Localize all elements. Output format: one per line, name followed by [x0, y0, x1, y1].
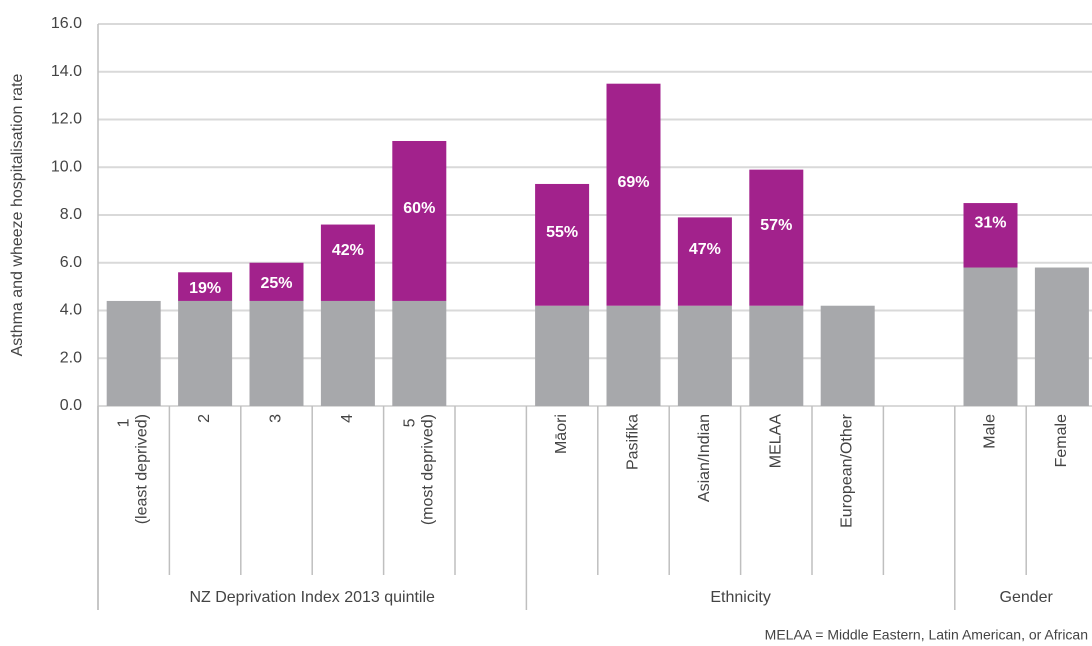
x-tick-line: 1	[116, 414, 133, 427]
bar-segment	[178, 300, 233, 406]
group-label: NZ Deprivation Index 2013 quintile	[189, 589, 435, 606]
y-tick-label: 0.0	[60, 397, 82, 414]
bar-segment	[606, 305, 661, 406]
x-tick-label: 5 (most deprived)	[402, 414, 437, 525]
bar-segment	[1034, 267, 1089, 406]
percent-label: 42%	[332, 242, 364, 259]
bar-segment	[535, 305, 590, 406]
percent-label: 57%	[760, 217, 792, 234]
bar-segment	[749, 305, 804, 406]
x-tick-label: 2	[196, 414, 213, 423]
percent-label: 55%	[546, 224, 578, 241]
x-tick-line: Male	[982, 414, 999, 449]
bar-segment	[677, 217, 732, 306]
group-label: Gender	[1000, 589, 1054, 606]
x-tick-label: Pasifika	[625, 414, 642, 470]
x-tick-line: 3	[268, 414, 285, 423]
bar-segment	[749, 169, 804, 306]
bar-segment	[249, 300, 304, 406]
y-tick-label: 10.0	[51, 158, 82, 175]
bar-segment	[677, 305, 732, 406]
bar-segment	[178, 272, 233, 301]
x-tick-line: 2	[196, 414, 213, 423]
x-tick-label: 1 (least deprived)	[116, 414, 151, 524]
x-tick-line: Female	[1053, 414, 1070, 467]
x-tick-line: Asian/Indian	[696, 414, 713, 502]
y-axis-label: Asthma and wheeze hospitalisation rate	[9, 73, 26, 356]
footnote: MELAA = Middle Eastern, Latin American, …	[765, 627, 1088, 643]
y-tick-label: 2.0	[60, 349, 82, 366]
bar-segment	[320, 224, 375, 301]
bar-segment	[106, 300, 161, 406]
y-tick-label: 16.0	[51, 15, 82, 32]
x-tick-label: 4	[339, 414, 356, 423]
x-tick-line: (most deprived)	[420, 414, 437, 525]
x-tick-line: 4	[339, 414, 356, 423]
x-tick-line: European/Other	[839, 413, 856, 528]
y-tick-label: 14.0	[51, 63, 82, 80]
x-tick-line: Pasifika	[625, 414, 642, 470]
percent-label: 60%	[403, 200, 435, 217]
x-tick-label: MELAA	[768, 414, 785, 469]
x-tick-label: Asian/Indian	[696, 414, 713, 502]
x-tick-label: Māori	[553, 414, 570, 454]
y-tick-label: 8.0	[60, 206, 82, 223]
y-tick-label: 6.0	[60, 254, 82, 271]
percent-label: 31%	[974, 215, 1006, 232]
bar-segment	[606, 83, 661, 306]
bar-segment	[392, 140, 447, 301]
x-tick-label: 3	[268, 414, 285, 423]
group-label: Ethnicity	[710, 589, 770, 606]
percent-label: 69%	[617, 174, 649, 191]
y-tick-label: 4.0	[60, 302, 82, 319]
bar-segment	[963, 267, 1018, 406]
x-tick-label: Female	[1053, 414, 1070, 467]
bar-segment	[535, 183, 590, 306]
x-tick-line: (least deprived)	[134, 414, 151, 524]
x-tick-label: European/Other	[839, 413, 856, 528]
bar-segment	[249, 262, 304, 301]
bar-segment	[963, 203, 1018, 268]
x-tick-line: Māori	[553, 414, 570, 454]
x-tick-label: Male	[982, 414, 999, 449]
bar-segment	[392, 300, 447, 406]
bar-segment	[820, 305, 875, 406]
percent-label: 19%	[189, 280, 221, 297]
percent-label: 25%	[260, 275, 292, 292]
bar-segment	[320, 300, 375, 406]
x-tick-line: MELAA	[768, 414, 785, 469]
y-tick-label: 12.0	[51, 111, 82, 128]
x-tick-line: 5	[402, 414, 419, 427]
percent-label: 47%	[689, 241, 721, 258]
